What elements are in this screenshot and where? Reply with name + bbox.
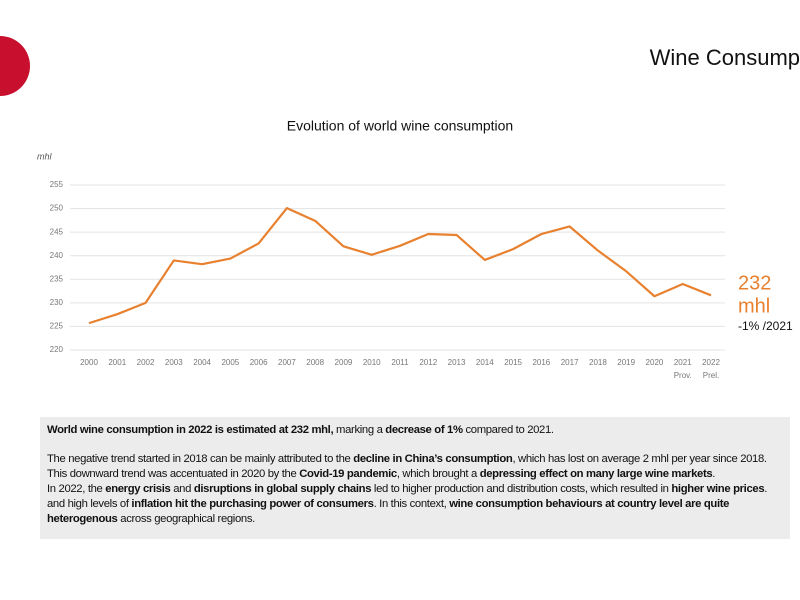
logo-circle: [0, 36, 30, 96]
y-tick-label: 250: [50, 204, 64, 213]
x-tick-label: 2013: [448, 358, 466, 367]
y-tick-label: 230: [50, 298, 64, 307]
x-tick-label: 2005: [221, 358, 239, 367]
paragraph: The negative trend started in 2018 can b…: [47, 452, 783, 527]
paragraph: World wine consumption in 2022 is estima…: [47, 423, 783, 438]
bold-text: higher wine prices: [671, 483, 765, 495]
x-tick-label: 2006: [250, 358, 268, 367]
text: marking a: [333, 424, 386, 436]
x-tick-label: 2002: [137, 358, 155, 367]
annotation-change: -1% /2021: [738, 319, 793, 333]
bold-text: energy crisis: [105, 483, 171, 495]
bold-text: inflation hit the purchasing power of co…: [131, 498, 374, 510]
y-tick-label: 235: [50, 274, 64, 283]
text: This downward trend was accentuated in 2…: [47, 468, 300, 480]
text: , which brought a: [396, 468, 480, 480]
bold-text: Covid-19 pandemic: [299, 468, 397, 480]
x-tick-note: Prov.: [674, 371, 692, 380]
x-tick-label: 2012: [419, 358, 437, 367]
annotation-unit: mhl: [738, 295, 770, 317]
bold-text: disruptions in global supply chains: [193, 483, 372, 495]
y-tick-label: 225: [50, 322, 64, 331]
text: . In this context,: [373, 498, 450, 510]
x-tick-label: 2017: [561, 358, 579, 367]
x-tick-label: 2007: [278, 358, 296, 367]
x-tick-label: 2016: [532, 358, 550, 367]
x-tick-label: 2004: [193, 358, 211, 367]
x-tick-label: 2000: [80, 358, 98, 367]
text-line: The negative trend started in 2018 can b…: [47, 452, 783, 467]
data-line: [88, 207, 712, 325]
x-tick-label: 2018: [589, 358, 607, 367]
y-tick-label: 245: [50, 227, 64, 236]
annotation-value: 232: [738, 272, 771, 294]
bold-text: decline in China’s consumption: [353, 453, 513, 465]
text: compared to 2021.: [462, 424, 554, 436]
x-tick-label: 2019: [617, 358, 635, 367]
text-line: World wine consumption in 2022 is estima…: [47, 423, 783, 438]
x-tick-label: 2001: [108, 358, 126, 367]
text: .: [712, 468, 716, 480]
y-tick-label: 220: [50, 345, 64, 354]
y-tick-label: 240: [50, 251, 64, 260]
text-line: In 2022, the energy crisis and disruptio…: [47, 482, 783, 527]
x-tick-label: 2003: [165, 358, 183, 367]
x-tick-label: 2010: [363, 358, 381, 367]
bold-text: wine consumption behaviours at country l…: [47, 498, 732, 525]
text: , which has lost on average 2 mhl per ye…: [512, 453, 767, 465]
chart-title: Evolution of world wine consumption: [287, 118, 513, 134]
text: and: [170, 483, 194, 495]
x-tick-label: 2015: [504, 358, 522, 367]
text-line: This downward trend was accentuated in 2…: [47, 467, 783, 482]
text: . and high levels of: [47, 483, 770, 510]
text: In 2022, the: [47, 483, 106, 495]
x-tick-label: 2008: [306, 358, 324, 367]
x-tick-label: 2021: [674, 358, 692, 367]
bold-text: World wine consumption in 2022 is estima…: [47, 424, 334, 436]
text: across geographical regions.: [117, 513, 255, 525]
x-tick-label: 2011: [391, 358, 409, 367]
x-tick-label: 2022: [702, 358, 720, 367]
bold-text: decrease of 1%: [385, 424, 463, 436]
x-tick-label: 2009: [335, 358, 353, 367]
text: The negative trend started in 2018 can b…: [47, 453, 354, 465]
y-tick-label: 255: [50, 180, 64, 189]
x-tick-label: 2020: [646, 358, 664, 367]
x-tick-label: 2014: [476, 358, 494, 367]
slide-title: Wine Consump: [650, 45, 800, 70]
text: led to higher production and distributio…: [371, 483, 672, 495]
bold-text: depressing effect on many large wine mar…: [479, 468, 713, 480]
x-tick-note: Prel.: [703, 371, 719, 380]
y-axis-label: mhl: [37, 151, 53, 161]
text-box: World wine consumption in 2022 is estima…: [40, 417, 790, 539]
